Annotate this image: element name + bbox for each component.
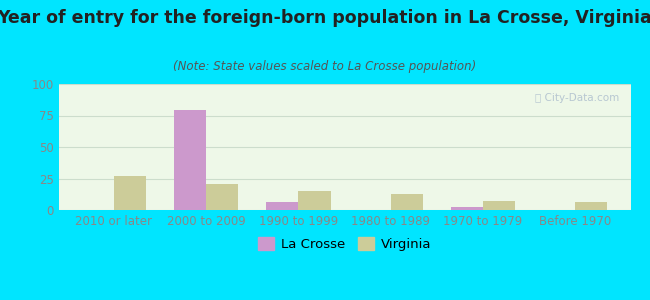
Text: (Note: State values scaled to La Crosse population): (Note: State values scaled to La Crosse … bbox=[174, 60, 476, 73]
Bar bbox=[266, 202, 298, 210]
Bar bbox=[483, 201, 515, 210]
Bar bbox=[450, 208, 483, 210]
Text: ⓘ City-Data.com: ⓘ City-Data.com bbox=[535, 93, 619, 103]
Bar bbox=[391, 194, 423, 210]
Bar bbox=[575, 202, 608, 210]
Bar bbox=[114, 176, 146, 210]
Legend: La Crosse, Virginia: La Crosse, Virginia bbox=[253, 232, 436, 256]
Bar bbox=[174, 110, 206, 210]
Bar bbox=[206, 184, 239, 210]
Text: Year of entry for the foreign-born population in La Crosse, Virginia: Year of entry for the foreign-born popul… bbox=[0, 9, 650, 27]
Bar bbox=[298, 191, 331, 210]
